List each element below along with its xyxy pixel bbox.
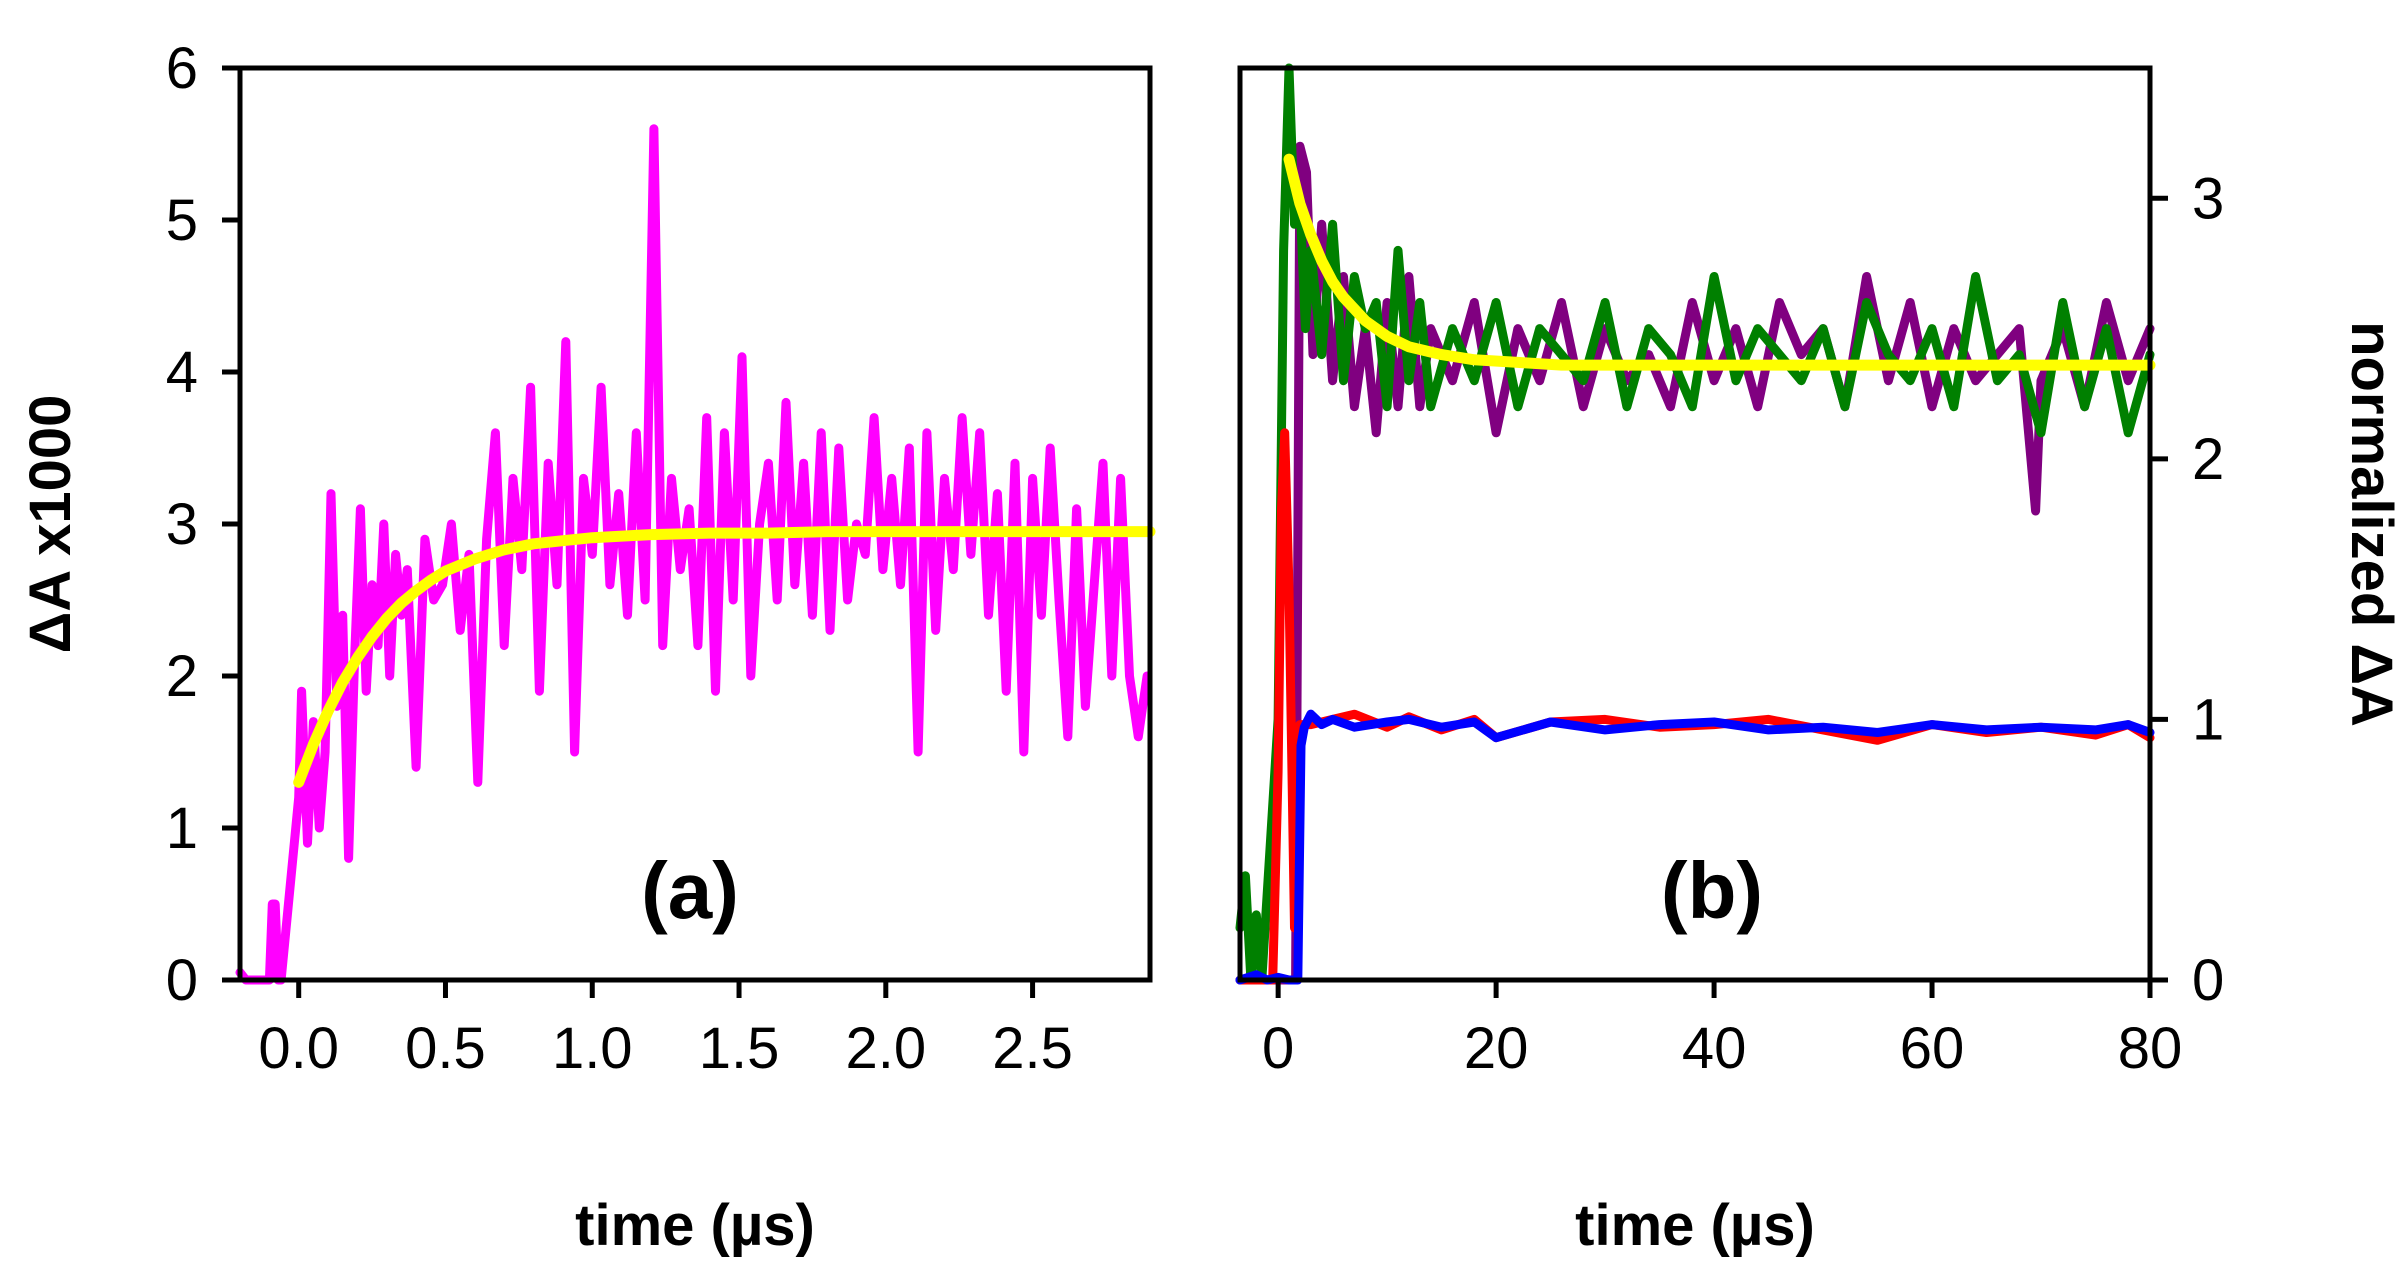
- panel-b: 0 20 40 60 80 0 1 2 3 (b) time (µs) normalized …: [1235, 63, 2400, 1258]
- panel-a-series-layer: [235, 124, 1156, 985]
- panel-a-x-tick-label: 1.0: [552, 1016, 633, 1081]
- panel-a-x-ticks: 0.0 0.5 1.0 1.5 2.0 2.5: [258, 980, 1073, 1081]
- panel-a-series-transient: [235, 124, 1152, 985]
- panel-a-x-tick-label: 2.0: [845, 1016, 926, 1081]
- panel-a-x-tick-label: 0.5: [405, 1016, 486, 1081]
- panel-b-x-tick-label: 60: [1900, 1016, 1965, 1081]
- panel-a-x-tick-label: 1.5: [699, 1016, 780, 1081]
- panel-b-series-layer: [1235, 63, 2156, 985]
- panel-a-y-ticks: 0 1 2 3 4 5 6: [166, 36, 240, 1013]
- panel-a-x-axis-title: time (µs): [575, 1193, 815, 1258]
- panel-b-frame: [1237, 65, 2153, 983]
- panel-b-y-tick-label: 1: [2192, 687, 2224, 752]
- panel-a-y-tick-label: 0: [166, 948, 198, 1013]
- panel-b-y-axis-title: normalized ΔA: [2339, 321, 2400, 727]
- panel-b-label: (b): [1661, 846, 1763, 935]
- panel-b-x-tick-label: 0: [1262, 1016, 1294, 1081]
- panel-b-x-tick-label: 40: [1682, 1016, 1747, 1081]
- panel-b-x-tick-label: 80: [2118, 1016, 2183, 1081]
- panel-b-series-fit: [1283, 153, 2156, 371]
- panel-b-y-tick-label: 0: [2192, 948, 2224, 1013]
- panel-b-series-green: [1235, 63, 2155, 985]
- panel-a-y-tick-label: 6: [166, 36, 198, 101]
- panel-b-y-tick-label: 3: [2192, 166, 2224, 231]
- panel-b-x-axis-title: time (µs): [1575, 1193, 1815, 1258]
- panel-a-y-tick-label: 5: [166, 188, 198, 253]
- panel-a-label: (a): [641, 846, 739, 935]
- panel-a-series-fit: [293, 526, 1156, 788]
- panel-b-x-tick-label: 20: [1464, 1016, 1529, 1081]
- panel-a-x-tick-label: 2.5: [992, 1016, 1073, 1081]
- panel-b-y-tick-label: 2: [2192, 427, 2224, 492]
- panel-a-y-tick-label: 1: [166, 796, 198, 861]
- panel-a-y-tick-label: 4: [166, 340, 198, 405]
- panel-a-y-tick-label: 3: [166, 492, 198, 557]
- panel-a-x-tick-label: 0.0: [258, 1016, 339, 1081]
- panel-a-y-axis-title: ΔA x1000: [18, 395, 83, 654]
- panel-b-x-ticks: 0 20 40 60 80: [1262, 980, 2182, 1081]
- panel-b-y-ticks: 0 1 2 3: [2150, 166, 2224, 1013]
- panel-a-y-tick-label: 2: [166, 644, 198, 709]
- panel-a: 0.0 0.5 1.0 1.5 2.0 2.5 0 1 2 3 4 5 6 (a) time (µs)…: [18, 36, 1156, 1258]
